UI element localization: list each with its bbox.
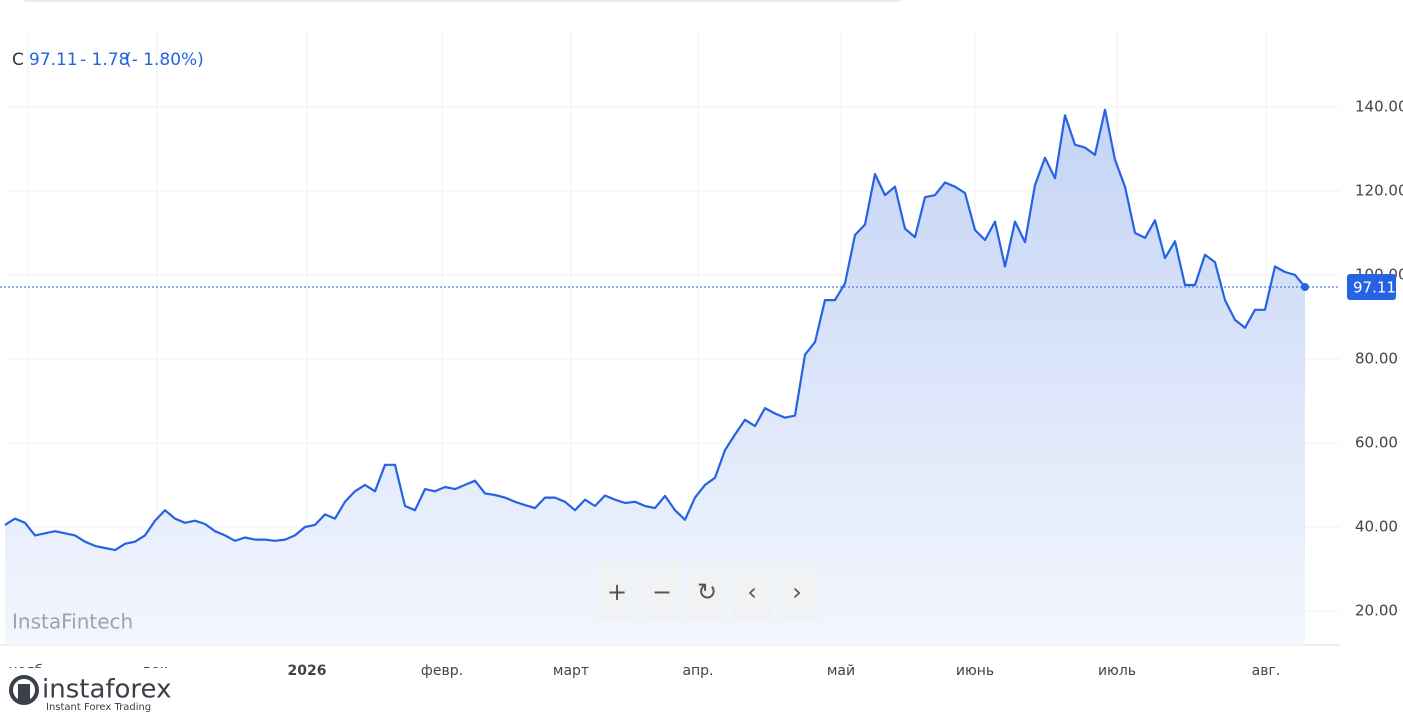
button-label: › xyxy=(792,578,802,606)
x-tick-label: май xyxy=(827,663,855,679)
button-label: ↻ xyxy=(697,578,717,606)
y-tick-label: 60.00 xyxy=(1355,433,1398,451)
button-bg xyxy=(777,563,817,621)
logo-tagline: Instant Forex Trading xyxy=(46,702,151,713)
logo: instaforex Instant Forex Trading xyxy=(0,668,182,715)
x-tick-label: февр. xyxy=(421,663,463,679)
x-tick-label: июль xyxy=(1098,663,1136,679)
button-bg xyxy=(732,563,772,621)
price: 97.11 xyxy=(29,50,78,70)
x-tick-label: март xyxy=(553,663,589,679)
y-tick-label: 80.00 xyxy=(1355,349,1398,367)
zoom-button[interactable]: + xyxy=(597,563,637,621)
button-label: ‹ xyxy=(747,578,757,606)
last-point xyxy=(1301,283,1309,292)
change: - 1.78 xyxy=(80,50,129,70)
y-tick-label: 40.00 xyxy=(1355,517,1398,535)
button-bg xyxy=(597,563,637,621)
zoom-button[interactable]: ↻ xyxy=(687,563,727,621)
button-bg xyxy=(687,563,727,621)
button-label: − xyxy=(652,578,672,606)
x-tick-label: июнь xyxy=(956,663,994,679)
y-tick-label: 140.00 xyxy=(1355,97,1403,115)
logo-name: instaforex xyxy=(42,675,171,705)
button-bg xyxy=(642,563,682,621)
symbol: C xyxy=(12,50,24,70)
y-tick-label: 120.00 xyxy=(1355,181,1403,199)
x-tick-label: авг. xyxy=(1252,663,1281,679)
x-tick-label: апр. xyxy=(682,663,713,679)
price-badge xyxy=(1347,274,1396,301)
y-tick-label: 20.00 xyxy=(1355,601,1398,619)
x-tick-label: 2026 xyxy=(288,663,327,679)
zoom-button[interactable]: › xyxy=(777,563,817,621)
button-label: + xyxy=(607,578,627,606)
watermark: InstaFintech xyxy=(12,610,133,634)
zoom-button[interactable]: − xyxy=(642,563,682,621)
change-pct: (- 1.80%) xyxy=(125,50,204,70)
line xyxy=(4,108,1306,552)
price-label: 97.11 xyxy=(1353,279,1396,297)
area xyxy=(5,109,1305,646)
zoom-button[interactable]: ‹ xyxy=(732,563,772,621)
scroll-bar[interactable] xyxy=(20,0,905,2)
